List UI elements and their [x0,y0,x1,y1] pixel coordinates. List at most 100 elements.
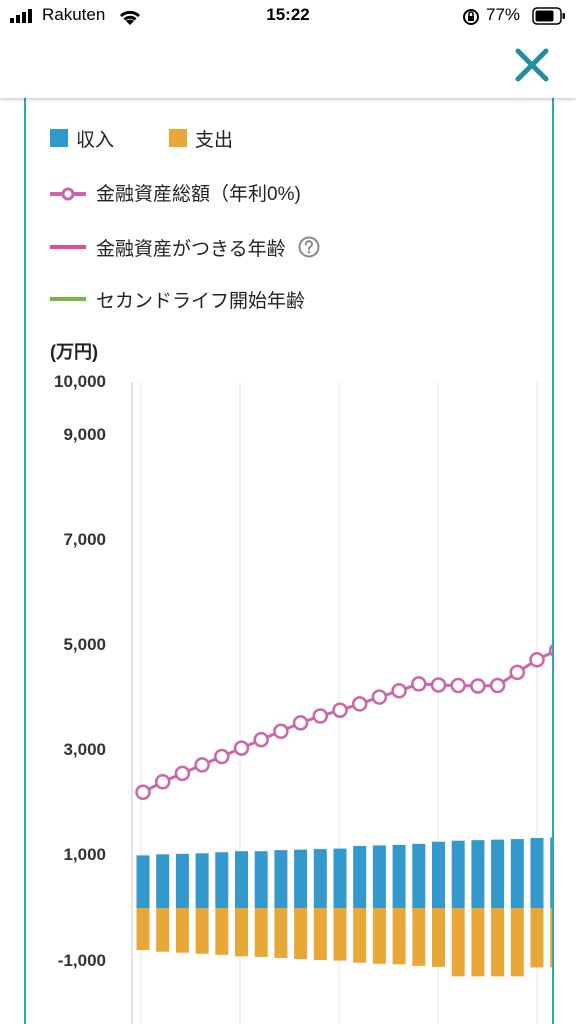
income-bar [392,844,406,908]
legend-second-life[interactable]: セカンドライフ開始年齢 [50,284,305,314]
close-button[interactable] [506,46,558,88]
legend-expense-label: 支出 [195,129,234,151]
assets-point [154,774,171,790]
expense-bar [491,908,505,977]
assets-point [351,696,368,712]
expense-bar [392,908,406,965]
income-bar [215,852,229,908]
expense-bar [235,908,248,957]
expense-bar [215,908,229,955]
assets-point [430,677,447,693]
expense-bar [254,908,268,957]
income-bar [136,855,150,908]
assets-point [135,784,151,801]
expense-bar [550,908,552,968]
assets-point [233,740,250,756]
clock-time: 15:22 [266,5,310,24]
expense-swatch [169,129,187,147]
expense-bar [136,908,150,951]
legend-depletion-label: 金融資産がつきる年齢 [96,238,286,260]
assets-point [391,683,407,699]
income-bar [254,851,268,908]
y-tick-label: 7,000 [63,529,106,549]
assets-point [489,677,506,694]
income-bar [550,837,552,908]
income-bar [175,853,189,908]
assets-line-marker [50,185,86,201]
top-bar [0,34,576,98]
expense-bar [372,908,386,964]
income-swatch [50,129,68,147]
income-bar [530,838,544,908]
assets-point [214,748,230,765]
income-bar [432,841,445,908]
assets-point [292,715,309,731]
assets-point [470,678,486,694]
assets-point [450,677,466,694]
expense-bar [451,908,465,977]
expense-bar [274,908,288,958]
assets-point [273,723,289,740]
y-axis-unit: (万円) [50,342,98,362]
income-bar [412,843,426,908]
income-bar [156,854,170,908]
expense-bar [530,908,544,968]
legend-depletion-age[interactable]: 金融資産がつきる年齢 [50,232,320,262]
chart-plot [131,382,552,1024]
income-bar [491,839,505,908]
assets-point [194,757,210,773]
income-bar [274,850,288,908]
y-tick-label: 3,000 [63,740,106,760]
expense-bar [510,908,524,977]
legend-second-life-label: セカンドライフ開始年齢 [96,290,306,312]
assets-point [312,708,329,724]
legend-expense[interactable]: 支出 [169,123,233,153]
legend-assets-label: 金融資産総額（年利0%) [96,183,301,205]
close-icon [515,48,549,82]
income-bar [235,851,248,908]
y-tick-label: 10,000 [54,372,106,391]
income-bar [471,840,485,908]
assets-point [371,689,388,705]
y-tick-label: 9,000 [63,424,106,444]
income-bar [451,840,465,908]
battery-percentage: 77% [486,5,521,24]
y-tick-label: 1,000 [63,845,106,865]
y-axis-labels: 10,000 9,000 7,000 5,000 3,000 1,000 -1,000 [26,98,106,1024]
assets-point [253,731,269,748]
assets-point [174,765,191,782]
expense-bar [156,908,170,952]
expense-bar [175,908,189,953]
y-tick-label: -1,000 [57,950,106,970]
assets-point [332,702,348,718]
question-circle-icon[interactable] [298,236,320,258]
legend-income-label: 収入 [76,129,115,151]
expense-bar [353,908,367,963]
status-bar: Rakuten 15:22 77% [0,0,576,34]
chart-panel: 収入 支出 金融資産総額（年利0%) 金融資産がつきる年齢 セカンドライフ開始年… [24,98,554,1024]
assets-point [411,676,427,692]
expense-bar [432,908,445,967]
income-bar [510,839,524,908]
income-bar [294,849,308,908]
legend-income[interactable]: 収入 [50,123,114,153]
income-bar [195,853,209,908]
assets-point [509,664,526,681]
legend-assets[interactable]: 金融資産総額（年利0%) [50,177,301,207]
expense-bar [313,908,327,961]
income-bar [333,848,347,908]
wifi-icon [119,10,141,25]
expense-bar [195,908,209,954]
expense-bar [333,908,347,961]
income-bar [353,845,367,908]
expense-bar [471,908,485,977]
income-bar [372,845,386,908]
depletion-line-swatch [50,245,86,249]
carrier-name: Rakuten [42,5,106,24]
income-bar [313,849,327,908]
rotation-lock-icon [463,9,479,25]
expense-bar [294,908,308,960]
battery-icon [532,7,565,25]
second-life-line-swatch [50,297,86,301]
y-tick-label: 5,000 [63,635,106,654]
